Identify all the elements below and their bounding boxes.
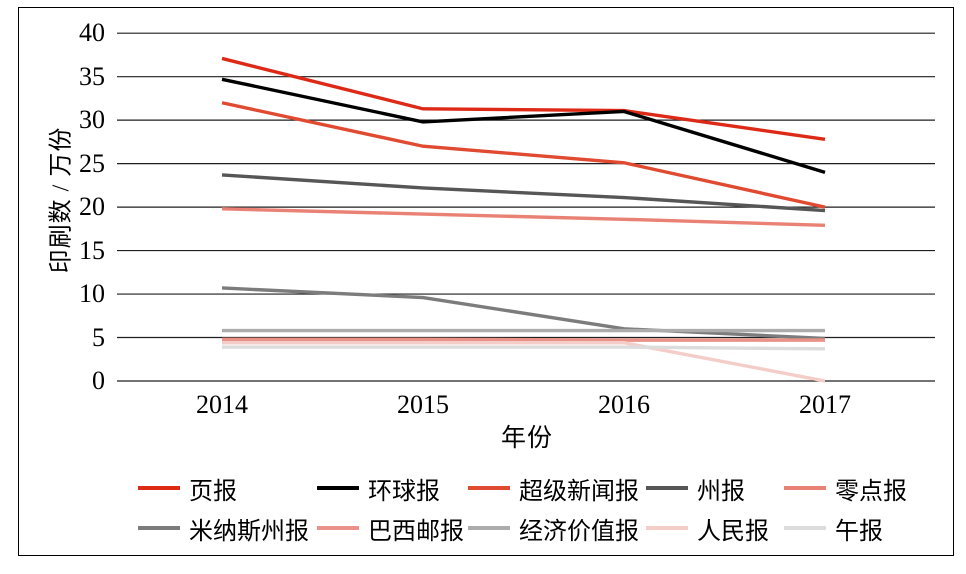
gridlines (117, 32, 935, 382)
legend: 页报 环球报 超级新闻报 州报 零点报米纳斯州报 巴西邮报 经济价值报 人民报 午报 (138, 474, 907, 545)
legend-label: 超级新闻报 (519, 478, 639, 505)
legend-item-8: 经济价值报 (468, 514, 646, 545)
legend-swatch-icon (138, 526, 180, 530)
legend-swatch-icon (317, 526, 359, 530)
legend-item-7: 巴西邮报 (317, 514, 468, 545)
legend-item-10: 午报 (784, 514, 907, 545)
legend-label: 环球报 (368, 478, 440, 505)
y-tick-label: 25 (79, 148, 105, 178)
legend-swatch-icon (138, 486, 180, 490)
x-tick-label: 2014 (196, 390, 248, 419)
legend-label: 州报 (697, 478, 745, 505)
y-tick-label: 15 (79, 235, 105, 265)
x-tick-label: 2015 (397, 390, 449, 419)
legend-swatch-icon (468, 486, 510, 490)
x-tick-label: 2017 (799, 390, 851, 419)
legend-label: 页报 (189, 478, 237, 505)
series-line-5 (221, 207, 826, 228)
series-line-10 (222, 345, 826, 351)
legend-item-2: 环球报 (317, 474, 468, 505)
legend-label: 零点报 (835, 478, 907, 505)
y-tick-label: 20 (79, 192, 105, 222)
y-tick-label: 0 (92, 366, 105, 395)
legend-label: 米纳斯州报 (189, 518, 309, 545)
legend-swatch-icon (784, 526, 826, 530)
series-line-6 (221, 286, 826, 341)
legend-item-1: 页报 (138, 474, 317, 505)
legend-label: 午报 (835, 518, 883, 545)
legend-label: 巴西邮报 (368, 518, 464, 545)
x-axis-title: 年份 (500, 425, 554, 452)
legend-swatch-icon (317, 486, 359, 490)
y-axis-title: 印刷数 / 万份 (48, 126, 75, 274)
series-line-4 (221, 173, 826, 213)
legend-swatch-icon (646, 486, 688, 490)
series-line-3 (221, 101, 826, 209)
legend-label: 经济价值报 (519, 518, 639, 545)
legend-swatch-icon (646, 526, 688, 530)
legend-swatch-icon (784, 486, 826, 490)
x-tick-label: 2016 (598, 390, 650, 419)
chart-border-frame (18, 7, 954, 556)
series-line-7 (222, 337, 825, 342)
y-tick-label: 35 (79, 61, 105, 91)
series-line-2 (221, 77, 826, 174)
legend-item-9: 人民报 (646, 514, 784, 545)
legend-item-5: 零点报 (784, 474, 907, 505)
legend-item-6: 米纳斯州报 (138, 514, 317, 545)
y-tick-label: 10 (79, 279, 105, 309)
legend-swatch-icon (468, 526, 510, 530)
series-line-1 (221, 56, 826, 141)
legend-label: 人民报 (697, 518, 769, 545)
series-line-9 (222, 341, 826, 383)
y-tick-label: 30 (79, 105, 105, 135)
legend-item-4: 州报 (646, 474, 784, 505)
legend-item-3: 超级新闻报 (468, 474, 646, 505)
y-tick-label: 5 (92, 322, 105, 352)
y-tick-label: 40 (79, 18, 105, 48)
